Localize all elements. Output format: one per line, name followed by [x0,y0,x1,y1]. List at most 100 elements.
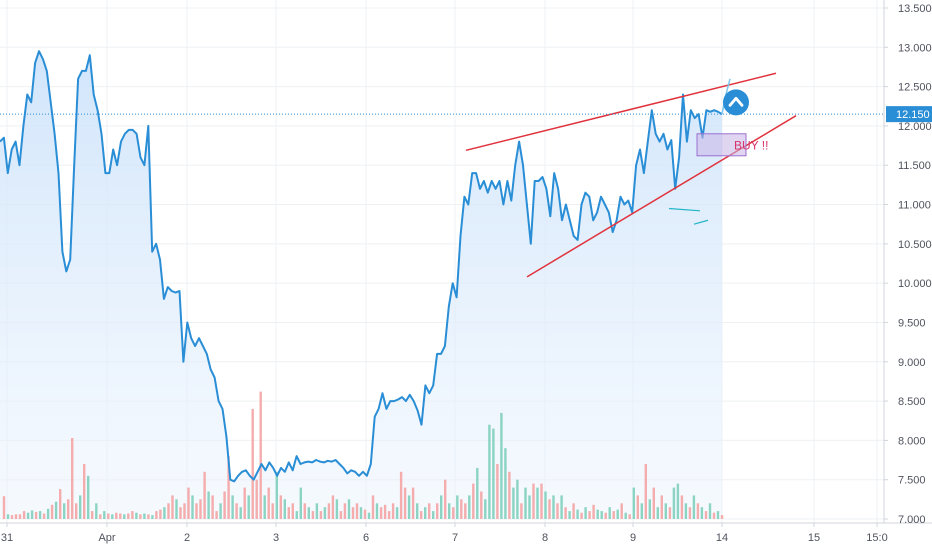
volume-bar [343,503,347,519]
volume-bar [267,487,270,519]
volume-bar [444,479,447,519]
volume-bar [335,499,339,519]
volume-bar [243,487,246,519]
volume-bar [22,511,26,519]
volume-bar [704,511,708,519]
volume-bar [71,438,74,519]
volume-bar [399,471,403,519]
volume-bar [676,483,680,519]
volume-bar [131,511,134,519]
volume-bar [303,503,306,519]
volume-bar [700,507,704,519]
volume-bars [2,391,724,519]
volume-bar [560,495,563,519]
volume-bar [351,507,355,519]
volume-bar [688,507,692,519]
volume-bar [584,507,587,519]
last-price-marker: 12.150 [886,106,932,123]
volume-bar [283,499,286,519]
volume-bar [660,495,663,519]
price-axis-tick-label: 8.500 [898,396,926,408]
drawing-overlays[interactable]: BUY !! [0,72,884,278]
volume-bar [528,495,531,519]
volume-bar [34,511,38,519]
volume-bar [191,495,194,519]
volume-bar [311,511,315,519]
volume-bar [379,507,383,519]
volume-bar [668,507,672,519]
volume-bar [46,508,50,519]
volume-bar [568,511,571,519]
volume-bar [476,467,479,519]
time-axis-tick-label: 8 [542,532,548,544]
volume-bar [54,501,58,519]
volume-bar [460,499,463,519]
volume-bar [508,471,511,519]
volume-bar [604,512,607,519]
volume-bar [235,503,238,519]
price-axis-tick-label: 12.000 [898,121,932,133]
volume-bar [516,479,519,519]
price-axis-tick-label: 12.500 [898,82,932,94]
volume-bar [636,495,639,519]
volume-bar [167,503,170,519]
volume-bar [616,509,619,519]
volume-bar [83,464,86,519]
chevron-up-icon [728,96,744,107]
volume-bar [50,504,54,519]
volume-bar [403,487,407,519]
volume-bar [504,448,507,519]
time-axis-tick-label: 2 [184,532,190,544]
volume-bar [211,495,214,519]
volume-bar [640,503,643,519]
time-axis-tick-label: 15:0 [866,532,887,544]
price-axis[interactable]: 13.500 13.000 12.500 12.000 11.500 11.000 10.5… [884,3,932,526]
volume-bar [135,512,138,519]
last-price-badge [886,106,932,123]
projection-arrow-head [693,219,709,225]
volume-bar [195,503,198,519]
volume-bar [544,491,547,519]
price-axis-tick-label: 11.000 [898,200,931,212]
volume-bar [684,503,688,519]
volume-bar [532,483,535,519]
volume-bar [524,487,527,519]
volume-bar [247,495,250,519]
volume-bar [183,503,186,519]
volume-bar [331,495,335,519]
volume-bar [291,503,294,519]
volume-bar [672,487,676,519]
volume-bar [107,513,110,519]
volume-bar [448,503,451,519]
volume-bar [119,513,122,519]
volume-bar [612,511,615,519]
volume-bar [75,503,78,519]
volume-bar [299,487,302,519]
volume-bar [484,499,487,519]
volume-bar [42,513,46,519]
volume-bar [608,507,611,519]
time-axis[interactable]: 31 Apr 2 3 6 7 8 9 14 15 15:0 [1,523,888,544]
volume-bar [227,456,230,519]
volume-bar [652,487,655,519]
volume-bar [355,503,359,519]
volume-bar [115,512,118,519]
volume-bar [664,503,667,519]
time-axis-tick-label: 14 [716,532,728,544]
volume-bar [123,514,126,519]
volume-bar [111,514,114,519]
volume-bar [255,479,258,519]
volume-bar [179,507,182,519]
volume-bar [624,512,627,519]
price-line[interactable] [0,50,723,483]
volume-bar [464,503,467,519]
volume-bar [26,512,30,519]
volume-bar [536,487,539,519]
volume-bar [592,504,595,519]
volume-bar [468,495,471,519]
volume-bar [436,503,439,519]
volume-bar [263,495,266,519]
volume-bar [103,511,106,519]
time-axis-tick-label: 3 [273,532,279,544]
